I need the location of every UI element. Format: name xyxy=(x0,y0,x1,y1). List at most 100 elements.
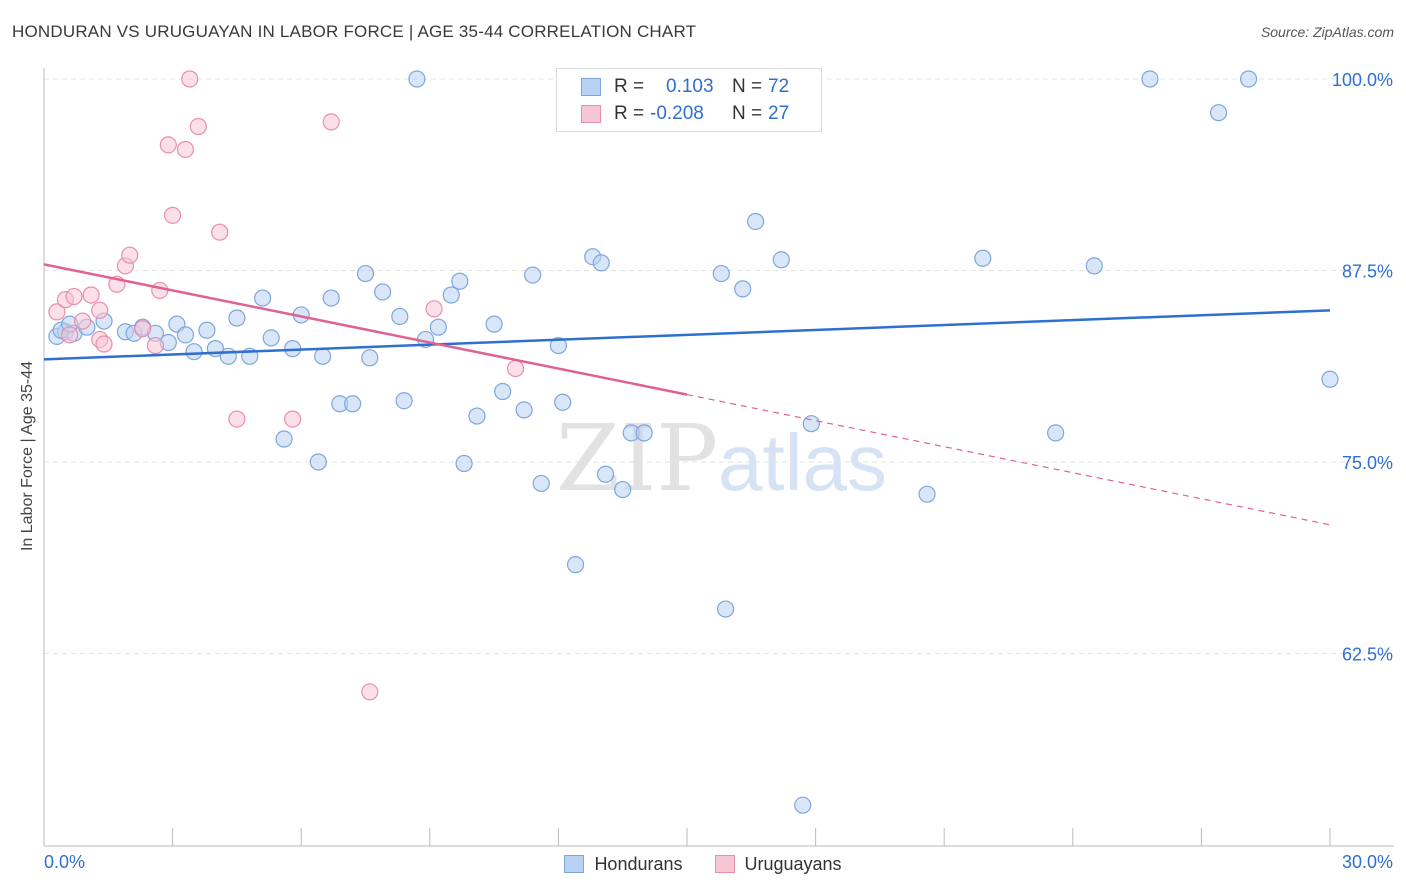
uruguayan-point xyxy=(211,223,229,241)
y-tick-label: 87.5% xyxy=(1342,262,1393,282)
legend-r-label: R = xyxy=(614,76,645,97)
honduran-point xyxy=(344,395,362,413)
uruguayan-point xyxy=(228,410,246,428)
honduran-point xyxy=(794,796,812,814)
uruguayan-point xyxy=(322,113,340,131)
legend-row-hondurans: R = 0.103 N = 72 xyxy=(581,75,789,99)
y-tick-label: 75.0% xyxy=(1342,453,1393,473)
watermark: ZIP atlas xyxy=(556,405,887,512)
trend-lines xyxy=(43,263,1331,526)
honduran-point xyxy=(485,315,503,333)
axes xyxy=(43,68,1394,847)
uruguayan-point xyxy=(361,683,379,701)
uruguayan-point xyxy=(91,301,109,319)
honduran-point xyxy=(524,266,542,284)
uruguayan-point xyxy=(133,320,152,338)
honduran-point xyxy=(494,382,512,401)
honduran-point xyxy=(772,251,790,269)
uruguayan-point xyxy=(151,281,169,300)
legend-swatch-pink xyxy=(581,105,601,123)
honduran-point xyxy=(532,474,550,493)
uruguayan-point xyxy=(48,303,66,321)
honduran-trend-line xyxy=(43,309,1331,361)
honduran-point xyxy=(635,424,653,442)
honduran-point xyxy=(716,600,735,618)
honduran-point xyxy=(442,286,460,304)
honduran-point xyxy=(468,407,486,425)
legend-n-value: 27 xyxy=(768,103,790,124)
legend-r-value: 0.103 xyxy=(666,76,714,97)
legend-item-hondurans: Hondurans xyxy=(564,854,683,875)
legend-r-value: -0.208 xyxy=(650,103,704,124)
x-tick-label: 30.0% xyxy=(1342,852,1393,872)
honduran-point xyxy=(1085,257,1103,275)
uruguayans-swatch xyxy=(714,855,735,873)
honduran-point xyxy=(592,254,610,272)
honduran-point xyxy=(322,289,340,307)
honduran-point xyxy=(734,280,752,298)
honduran-point xyxy=(314,347,332,365)
grid-lines xyxy=(44,78,1394,654)
legend-r-label: R = xyxy=(614,103,645,124)
honduran-point xyxy=(1047,424,1065,442)
honduran-point xyxy=(198,321,216,339)
data-points xyxy=(48,70,1339,814)
correlation-legend: R = 0.103 N = 72 R = -0.208 N = 27 xyxy=(556,68,822,132)
series-legend: Hondurans Uruguayans xyxy=(0,852,1406,876)
honduran-point xyxy=(361,349,379,367)
honduran-point xyxy=(176,326,195,344)
honduran-point xyxy=(554,393,572,411)
watermark-atlas: atlas xyxy=(718,418,887,507)
honduran-point xyxy=(974,249,992,267)
uruguayan-point xyxy=(82,286,100,304)
uruguayan-point xyxy=(121,246,139,264)
honduran-point xyxy=(309,453,327,471)
honduran-point xyxy=(228,309,246,327)
uruguayan-point xyxy=(425,300,443,318)
source-credit: Source: ZipAtlas.com xyxy=(1260,24,1394,40)
uruguayan-point xyxy=(95,335,113,353)
honduran-point xyxy=(429,318,447,336)
honduran-point xyxy=(596,465,615,483)
honduran-point xyxy=(395,392,413,410)
uruguayan-point xyxy=(65,287,83,306)
tick-labels: 62.5% 75.0% 87.5% 100.0% 0.0% 30.0% xyxy=(44,70,1393,872)
honduran-point xyxy=(374,283,392,301)
honduran-point xyxy=(185,343,203,361)
honduran-point xyxy=(712,264,730,283)
honduran-point xyxy=(549,336,568,355)
honduran-point xyxy=(391,307,409,326)
uruguayan-point xyxy=(506,359,525,378)
honduran-point xyxy=(566,556,585,574)
honduran-point xyxy=(275,430,293,448)
honduran-point xyxy=(219,347,237,365)
y-tick-label: 100.0% xyxy=(1332,70,1393,90)
honduran-point xyxy=(455,454,473,473)
uruguayan-point xyxy=(164,206,182,224)
x-tick-label: 0.0% xyxy=(44,852,85,872)
uruguayan-point xyxy=(61,326,79,344)
honduran-point xyxy=(802,415,820,433)
legend-item-uruguayans: Uruguayans xyxy=(714,853,842,875)
hondurans-swatch xyxy=(564,855,585,873)
legend-n-value: 72 xyxy=(768,76,790,97)
watermark-zip: ZIP xyxy=(556,405,718,512)
honduran-point xyxy=(1141,70,1159,88)
uruguayan-trend-line xyxy=(43,263,688,396)
uruguayan-point xyxy=(189,117,207,136)
uruguayan-point xyxy=(176,140,195,159)
uruguayans-label: Uruguayans xyxy=(744,853,842,874)
honduran-point xyxy=(918,485,936,503)
honduran-point xyxy=(1239,70,1258,88)
honduran-point xyxy=(1321,370,1339,388)
honduran-point xyxy=(746,212,765,231)
honduran-point xyxy=(515,401,533,419)
y-tick-label: 62.5% xyxy=(1342,645,1393,665)
legend-swatch-blue xyxy=(581,78,601,96)
uruguayan-point xyxy=(159,136,177,154)
honduran-point xyxy=(451,272,469,290)
honduran-point xyxy=(1209,104,1228,122)
honduran-point xyxy=(408,70,426,88)
legend-row-uruguayans: R = -0.208 N = 27 xyxy=(581,102,789,126)
